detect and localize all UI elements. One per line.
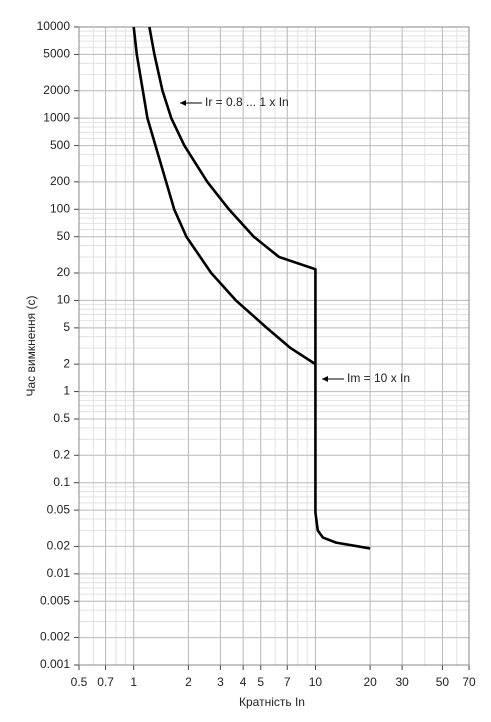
- y-axis-label: Час вимкнення (с): [24, 296, 38, 397]
- x-tick-label: 0.7: [97, 675, 114, 689]
- y-tick-label: 200: [50, 174, 70, 188]
- x-tick-label: 1: [130, 675, 137, 689]
- y-tick-label: 100: [50, 201, 70, 215]
- x-tick-label: 70: [462, 675, 476, 689]
- y-tick-label: 5000: [43, 47, 70, 61]
- y-tick-label: 500: [50, 138, 70, 152]
- x-tick-label: 10: [309, 675, 323, 689]
- y-tick-label: 0.005: [40, 593, 70, 607]
- x-tick-label: 3: [217, 675, 224, 689]
- plot-frame: [78, 26, 470, 666]
- y-tick-label: 2: [63, 356, 70, 370]
- y-tick-label: 0.02: [47, 539, 71, 553]
- x-axis-label: Кратність In: [239, 695, 305, 709]
- y-tick-label: 0.2: [53, 447, 70, 461]
- y-tick-label: 2000: [43, 83, 70, 97]
- y-tick-label: 0.1: [53, 475, 70, 489]
- x-tick-label: 0.5: [71, 675, 88, 689]
- y-tick-label: 0.001: [40, 657, 70, 671]
- y-tick-label: 50: [57, 229, 71, 243]
- y-tick-label: 10: [57, 293, 71, 307]
- trip-curve: [148, 26, 371, 550]
- x-tick-label: 4: [240, 675, 247, 689]
- y-tick-label: 0.05: [47, 502, 71, 516]
- trip-curve: [132, 26, 317, 366]
- x-tick-label: 5: [257, 675, 264, 689]
- y-tick-label: 0.01: [47, 566, 71, 580]
- annotation-arrowhead: [180, 100, 186, 106]
- y-tick-label: 1: [63, 384, 70, 398]
- x-tick-label: 20: [363, 675, 377, 689]
- y-tick-label: 10000: [37, 19, 71, 33]
- y-tick-label: 0.5: [53, 411, 70, 425]
- y-tick-label: 0.002: [40, 630, 70, 644]
- x-tick-label: 30: [395, 675, 409, 689]
- y-tick-label: 1000: [43, 110, 70, 124]
- x-tick-label: 2: [185, 675, 192, 689]
- x-tick-label: 7: [284, 675, 291, 689]
- annotation: Ir = 0.8 ... 1 x In: [205, 95, 289, 109]
- x-tick-label: 50: [436, 675, 450, 689]
- y-tick-label: 5: [63, 320, 70, 334]
- annotation-arrowhead: [322, 376, 328, 382]
- y-tick-label: 20: [57, 265, 71, 279]
- annotation: Im = 10 x In: [347, 371, 410, 385]
